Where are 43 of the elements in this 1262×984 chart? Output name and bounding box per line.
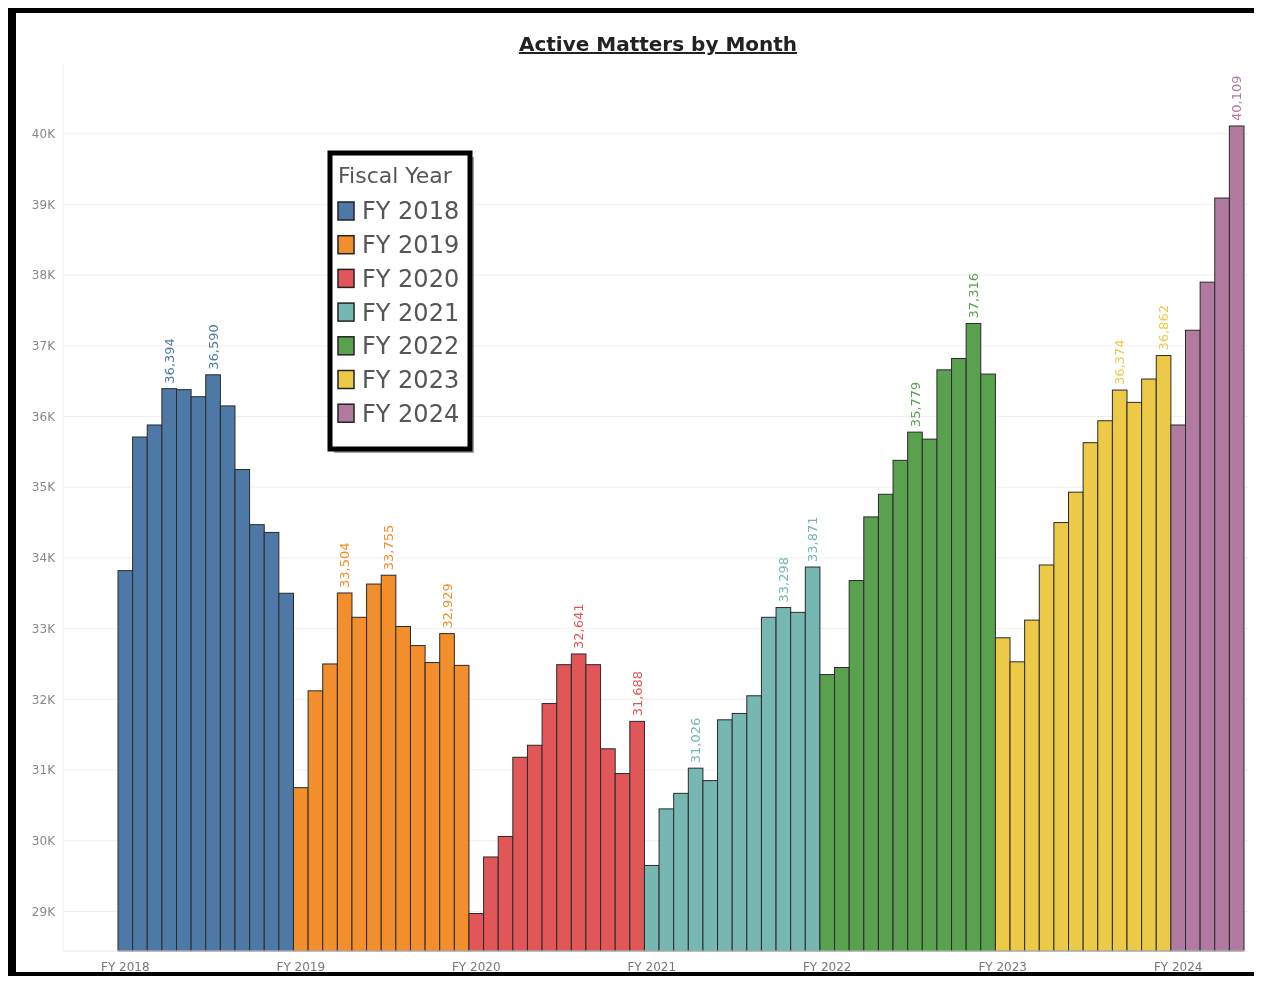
y-tick-label: 30K [31, 833, 57, 848]
data-label: 35,779 [907, 381, 923, 428]
data-label: 37,316 [966, 272, 982, 319]
data-label: 33,504 [337, 542, 353, 588]
data-label: 36,590 [205, 324, 221, 370]
y-tick-label: 32K [31, 692, 57, 707]
y-tick-label: 35K [31, 480, 57, 495]
data-label: 33,871 [805, 516, 821, 563]
chart-title: Active Matters by Month [518, 32, 798, 56]
x-tick-label: FY 2024 [1153, 960, 1203, 974]
y-tick-label: 31K [31, 763, 57, 778]
data-label: 36,394 [161, 338, 177, 384]
legend-label: FY 2024 [362, 399, 460, 428]
data-label: 36,862 [1156, 305, 1172, 351]
y-tick-label: 38K [31, 268, 57, 283]
y-tick-label: 40K [31, 126, 57, 141]
y-tick-label: 36K [31, 409, 57, 424]
data-label: 40,109 [1229, 75, 1245, 121]
data-label: 31,026 [688, 717, 704, 764]
x-tick-label: FY 2018 [101, 960, 150, 974]
y-tick-label: 29K [31, 904, 57, 919]
x-tick-label: FY 2020 [451, 960, 501, 974]
y-tick-label: 33K [31, 621, 57, 636]
x-tick-label: FY 2022 [802, 960, 852, 974]
y-tick-label: 39K [31, 197, 57, 212]
legend-label: FY 2022 [362, 332, 460, 361]
y-tick-label: 37K [31, 339, 57, 353]
data-label: 32,929 [439, 583, 455, 629]
data-label: 36,374 [1112, 339, 1128, 386]
legend-label: FY 2021 [362, 298, 460, 327]
data-label: 31,688 [629, 670, 645, 717]
legend-label: FY 2019 [362, 231, 460, 260]
data-label: 32,641 [571, 603, 587, 649]
x-tick-label: FY 2021 [627, 960, 677, 974]
legend-label: FY 2020 [362, 264, 460, 293]
data-label: 33,298 [775, 557, 791, 603]
x-tick-label: FY 2023 [978, 960, 1028, 974]
data-label: 33,755 [381, 524, 397, 571]
legend-label: FY 2023 [362, 365, 460, 394]
y-tick-label: 34K [31, 551, 57, 566]
legend-title: Fiscal Year [338, 163, 453, 188]
x-tick-label: FY 2019 [276, 960, 326, 974]
legend-label: FY 2018 [362, 197, 460, 226]
